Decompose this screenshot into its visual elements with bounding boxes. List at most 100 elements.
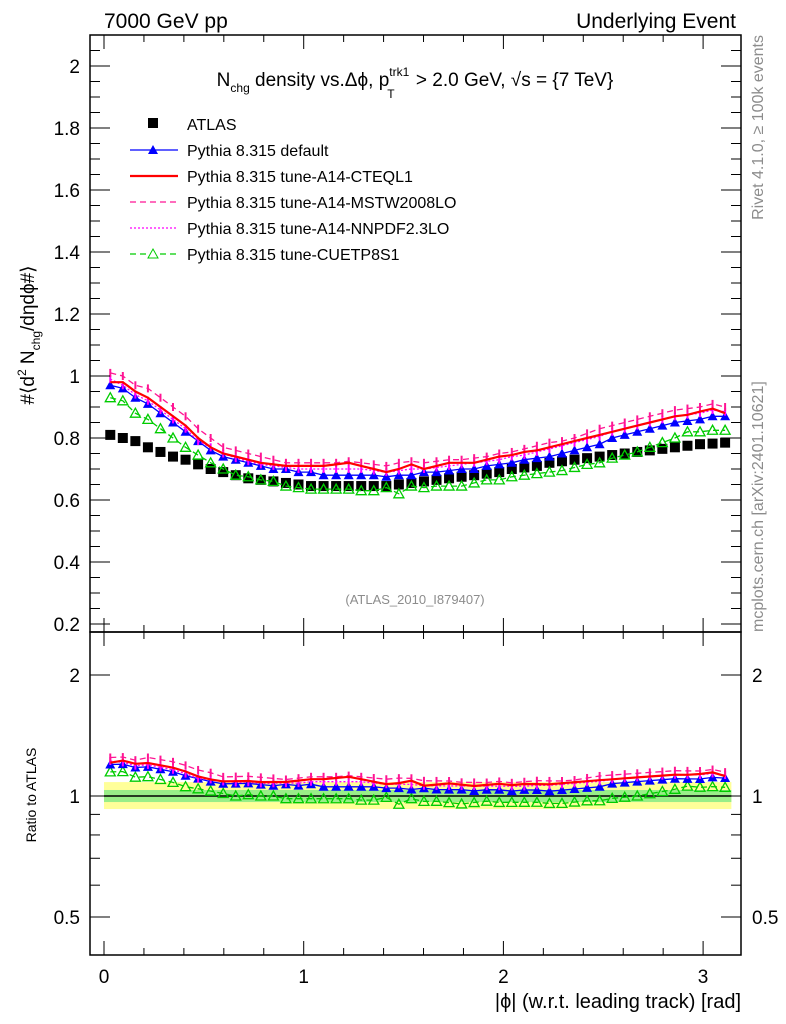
x-tick-label: 2 — [498, 967, 509, 988]
atlas-data-point — [331, 481, 342, 492]
atlas-data-point — [544, 457, 555, 468]
ratio-series-4-point — [555, 797, 569, 809]
ratio-series-4-point — [505, 796, 518, 807]
y-tick-label: 1.8 — [54, 119, 80, 140]
series-4-point — [104, 391, 117, 403]
legend-label-3: Pythia 8.315 tune-A14-NNPDF2.3LO — [187, 221, 449, 238]
ratio-series-4-point — [204, 784, 217, 796]
atlas-data-point — [619, 448, 630, 459]
series-0-point — [506, 457, 517, 467]
y-axis-label: #⟨d2 Nchg/dηdϕ#⟩ — [15, 265, 43, 404]
y-tick-label: 1.4 — [54, 243, 81, 264]
series-4-point — [204, 456, 217, 468]
ratio-series-0-point — [569, 783, 580, 793]
ratio-series-0-point — [469, 785, 480, 795]
series-0-point — [393, 470, 404, 480]
atlas-data-point — [293, 479, 304, 490]
series-4-line — [110, 397, 726, 495]
atlas-data-point — [381, 481, 392, 492]
atlas-data-point — [531, 460, 542, 471]
ratio-series-4-point — [681, 779, 694, 791]
atlas-data-point — [519, 462, 530, 473]
series-4-point — [279, 479, 293, 491]
ratio-series-4-point — [580, 794, 594, 806]
mcplots-label: mcplots.cern.ch [arXiv:2401.10621] — [750, 381, 767, 632]
series-0-point — [657, 420, 668, 430]
series-4-point — [116, 394, 129, 406]
series-0-point — [456, 464, 467, 473]
series-4-point — [342, 482, 355, 494]
ratio-series-4-point — [179, 780, 192, 792]
ratio-series-4-point — [330, 792, 343, 804]
ratio-series-4-point — [380, 791, 393, 803]
series-4-point — [242, 470, 255, 482]
series-4-point — [668, 431, 682, 443]
atlas-data-point — [569, 454, 580, 465]
atlas-data-point — [105, 429, 116, 440]
ratio-series-4-point — [543, 797, 556, 809]
atlas-data-point — [130, 436, 141, 447]
ratio-series-4-line — [110, 770, 726, 805]
legend-label-atlas: ATLAS — [187, 117, 237, 134]
series-0-point — [105, 380, 116, 390]
series-4-point — [681, 425, 694, 437]
ratio-series-4-point — [668, 782, 682, 794]
series-4-point — [292, 481, 305, 493]
ratio-series-4-point — [643, 787, 656, 799]
series-0-point — [569, 445, 580, 455]
ratio-tick-label-right: 2 — [752, 666, 763, 687]
series-4-point — [179, 440, 192, 452]
atlas-data-point — [607, 450, 618, 461]
ratio-series-4-point — [116, 765, 129, 777]
series-0-point — [331, 470, 342, 480]
series-0-point — [594, 439, 605, 449]
ratio-series-4-point — [104, 765, 117, 777]
legend-marker-0 — [148, 145, 158, 154]
atlas-data-point — [657, 443, 668, 454]
series-4-point — [706, 423, 719, 435]
ratio-series-0-point — [556, 785, 567, 795]
series-4-point — [129, 406, 142, 418]
series-0-point — [381, 471, 392, 481]
series-4-point — [568, 461, 581, 473]
legend-marker-atlas — [148, 118, 158, 128]
ratio-series-0-point — [331, 781, 342, 791]
header-left: 7000 GeV pp — [104, 10, 228, 33]
series-4-point — [166, 431, 180, 443]
ratio-series-4-point — [430, 794, 443, 806]
ratio-series-4-point — [606, 792, 619, 804]
atlas-data-point — [318, 481, 329, 492]
ratio-series-0-point — [594, 781, 605, 791]
ratio-series-0-point — [582, 782, 593, 792]
ratio-series-4-point — [229, 789, 242, 801]
series-0-point — [695, 414, 706, 424]
ratio-series-4-point — [317, 792, 330, 804]
ratio-series-4-point — [518, 795, 531, 807]
atlas-data-point — [117, 433, 128, 443]
legend-marker-4 — [147, 247, 159, 259]
ratio-series-4-point — [442, 796, 456, 808]
series-4-point — [593, 456, 606, 468]
ratio-series-4-point — [166, 776, 180, 788]
atlas-data-point — [205, 464, 216, 474]
ratio-tick-label-right: 0.5 — [752, 908, 778, 929]
series-4-point — [330, 482, 343, 494]
y-tick-label: 0.4 — [54, 553, 81, 574]
ratio-series-4-point — [192, 782, 205, 794]
series-4-point — [505, 470, 518, 482]
ratio-y-axis-label: Ratio to ATLAS — [23, 748, 39, 843]
series-4-point — [254, 473, 267, 485]
atlas-data-point — [695, 439, 706, 450]
ratio-series-4-point — [618, 790, 631, 802]
atlas-data-point — [682, 440, 693, 451]
series-4-point — [405, 479, 418, 491]
series-4-point — [543, 465, 556, 477]
ratio-series-4-point — [455, 797, 468, 809]
series-0-point — [644, 423, 655, 433]
series-0-point — [531, 453, 542, 463]
atlas-data-point — [306, 481, 317, 492]
atlas-data-point — [669, 442, 680, 453]
ratio-series-4-point — [568, 795, 581, 807]
ratio-series-4-point — [392, 797, 405, 809]
ratio-series-4-point — [279, 792, 293, 804]
